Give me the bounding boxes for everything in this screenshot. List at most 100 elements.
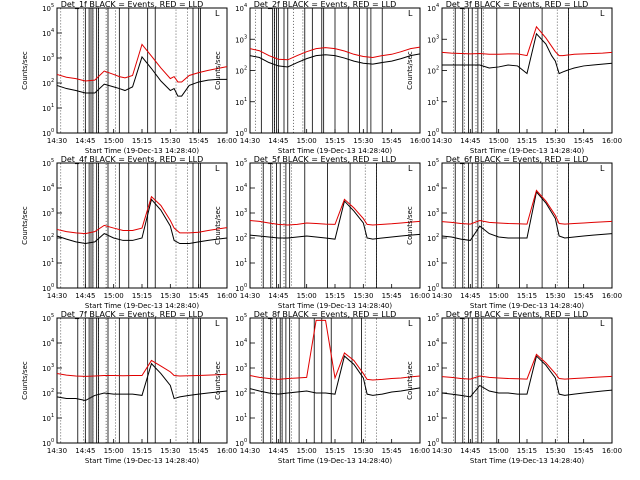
y-axis-label: Counts/sec <box>21 206 29 245</box>
y-tick-exponent: 2 <box>244 66 247 72</box>
y-tick-exponent: 0 <box>436 438 439 444</box>
time-interval-marker <box>475 317 484 444</box>
y-tick-label: 10 <box>42 105 51 113</box>
chart-title: Det_7f BLACK = Events, RED = LLD <box>61 310 204 319</box>
y-tick-label: 10 <box>42 285 51 293</box>
time-interval-marker <box>261 317 273 444</box>
y-tick-label: 10 <box>42 5 51 13</box>
y-tick-exponent: 2 <box>51 78 54 84</box>
x-tick-label: 14:45 <box>460 447 480 455</box>
y-tick-label: 10 <box>235 68 244 76</box>
y-tick-label: 10 <box>235 36 244 44</box>
y-tick-label: 10 <box>427 5 436 13</box>
y-axis-label: Counts/sec <box>21 361 29 400</box>
time-interval-marker <box>92 162 99 289</box>
y-tick-label: 10 <box>427 210 436 218</box>
y-tick-label: 10 <box>427 340 436 348</box>
y-tick-exponent: 5 <box>244 158 247 164</box>
series-lld-line <box>249 46 421 61</box>
y-tick-exponent: 1 <box>51 103 54 109</box>
y-tick-label: 10 <box>42 390 51 398</box>
y-tick-exponent: 4 <box>51 28 54 34</box>
x-tick-label: 15:00 <box>297 137 317 145</box>
chart-title: Det_3f BLACK = Events, RED = LLD <box>446 0 589 9</box>
y-tick-label: 10 <box>427 185 436 193</box>
y-tick-label: 10 <box>235 285 244 293</box>
y-tick-label: 10 <box>427 440 436 448</box>
chart-title: Det_8f BLACK = Events, RED = LLD <box>254 310 397 319</box>
x-axis-label: Start Time (19-Dec-13 14:28:40) <box>278 457 392 465</box>
y-tick-label: 10 <box>427 365 436 373</box>
y-tick-label: 10 <box>42 235 51 243</box>
x-tick-label: 15:45 <box>382 447 402 455</box>
x-axis-label: Start Time (19-Dec-13 14:28:40) <box>85 147 199 155</box>
x-tick-label: 14:30 <box>47 292 67 300</box>
x-tick-label: 16:00 <box>217 137 237 145</box>
x-tick-label: 15:45 <box>382 292 402 300</box>
y-tick-exponent: 4 <box>436 338 439 344</box>
y-tick-label: 10 <box>427 99 436 107</box>
x-tick-label: 15:45 <box>189 292 209 300</box>
x-axis-label: Start Time (19-Dec-13 14:28:40) <box>470 302 584 310</box>
time-interval-marker <box>281 317 292 444</box>
chart-title: Det_5f BLACK = Events, RED = LLD <box>254 155 397 164</box>
y-tick-exponent: 2 <box>436 388 439 394</box>
time-interval-marker <box>556 162 569 289</box>
y-tick-exponent: 0 <box>436 128 439 134</box>
series-lld-line <box>249 198 421 226</box>
time-interval-marker <box>453 162 465 289</box>
x-axis-label: Start Time (19-Dec-13 14:28:40) <box>85 302 199 310</box>
y-tick-label: 10 <box>235 340 244 348</box>
x-tick-label: 16:00 <box>602 137 622 145</box>
x-axis-label: Start Time (19-Dec-13 14:28:40) <box>85 457 199 465</box>
y-tick-label: 10 <box>42 185 51 193</box>
y-axis-label: Counts/sec <box>406 51 414 90</box>
x-axis-label: Start Time (19-Dec-13 14:28:40) <box>278 302 392 310</box>
y-tick-label: 10 <box>42 30 51 38</box>
plot-frame <box>56 162 228 289</box>
y-tick-label: 10 <box>42 440 51 448</box>
legend-glyph: L <box>600 9 605 18</box>
time-interval-marker <box>175 162 188 289</box>
y-tick-exponent: 3 <box>436 363 439 369</box>
series-lld-line <box>441 25 613 57</box>
y-tick-exponent: 4 <box>51 338 54 344</box>
time-interval-marker <box>175 7 188 134</box>
x-tick-label: 14:30 <box>432 447 452 455</box>
x-tick-label: 16:00 <box>410 447 430 455</box>
y-tick-label: 10 <box>235 130 244 138</box>
y-tick-exponent: 2 <box>244 233 247 239</box>
x-tick-label: 15:30 <box>160 292 180 300</box>
y-tick-exponent: 0 <box>244 283 247 289</box>
y-tick-exponent: 1 <box>436 258 439 264</box>
y-tick-exponent: 0 <box>436 283 439 289</box>
x-tick-label: 15:45 <box>382 137 402 145</box>
x-tick-label: 15:45 <box>574 447 594 455</box>
y-tick-label: 10 <box>42 210 51 218</box>
x-tick-label: 15:45 <box>189 137 209 145</box>
time-interval-marker <box>255 7 275 134</box>
plot-frame <box>441 162 613 289</box>
series-lld-line <box>56 359 228 377</box>
plot-frame <box>249 162 421 289</box>
y-tick-label: 10 <box>235 365 244 373</box>
y-tick-exponent: 4 <box>436 183 439 189</box>
x-tick-label: 14:45 <box>268 447 288 455</box>
legend-glyph: L <box>215 9 220 18</box>
series-events-line <box>249 200 421 240</box>
y-axis-label: Counts/sec <box>406 361 414 400</box>
x-tick-label: 14:30 <box>240 292 260 300</box>
legend-glyph: L <box>408 9 413 18</box>
x-tick-label: 16:00 <box>217 447 237 455</box>
time-interval-marker <box>60 317 84 444</box>
chart-title: Det_9f BLACK = Events, RED = LLD <box>446 310 589 319</box>
y-tick-exponent: 3 <box>436 34 439 40</box>
x-tick-label: 15:30 <box>353 447 373 455</box>
y-tick-label: 10 <box>235 390 244 398</box>
y-tick-exponent: 3 <box>51 363 54 369</box>
